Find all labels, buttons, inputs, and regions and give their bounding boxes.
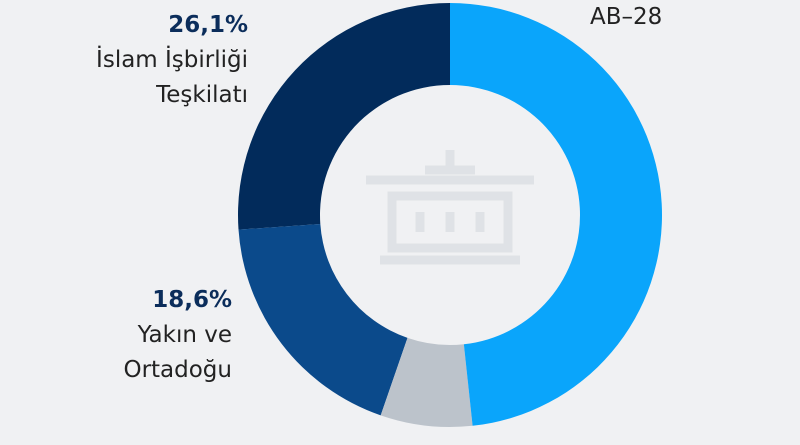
category-label: AB–28 xyxy=(590,4,663,30)
donut-segment xyxy=(238,3,450,230)
donut-segment xyxy=(238,223,408,416)
label-group: AB–28 xyxy=(590,0,740,35)
donut-segment xyxy=(450,3,662,426)
value-label: 26,1% xyxy=(168,12,248,38)
center-icon xyxy=(366,150,534,265)
category-label: Yakın ve Ortadoğu xyxy=(123,322,232,383)
donut-segment xyxy=(380,337,473,427)
category-label: İslam İşbirliği Teşkilatı xyxy=(96,47,248,108)
value-label: 18,6% xyxy=(152,287,232,313)
label-group: 26,1% İslam İşbirliği Teşkilatı xyxy=(60,8,248,113)
label-group: 18,6% Yakın ve Ortadoğu xyxy=(92,283,232,388)
